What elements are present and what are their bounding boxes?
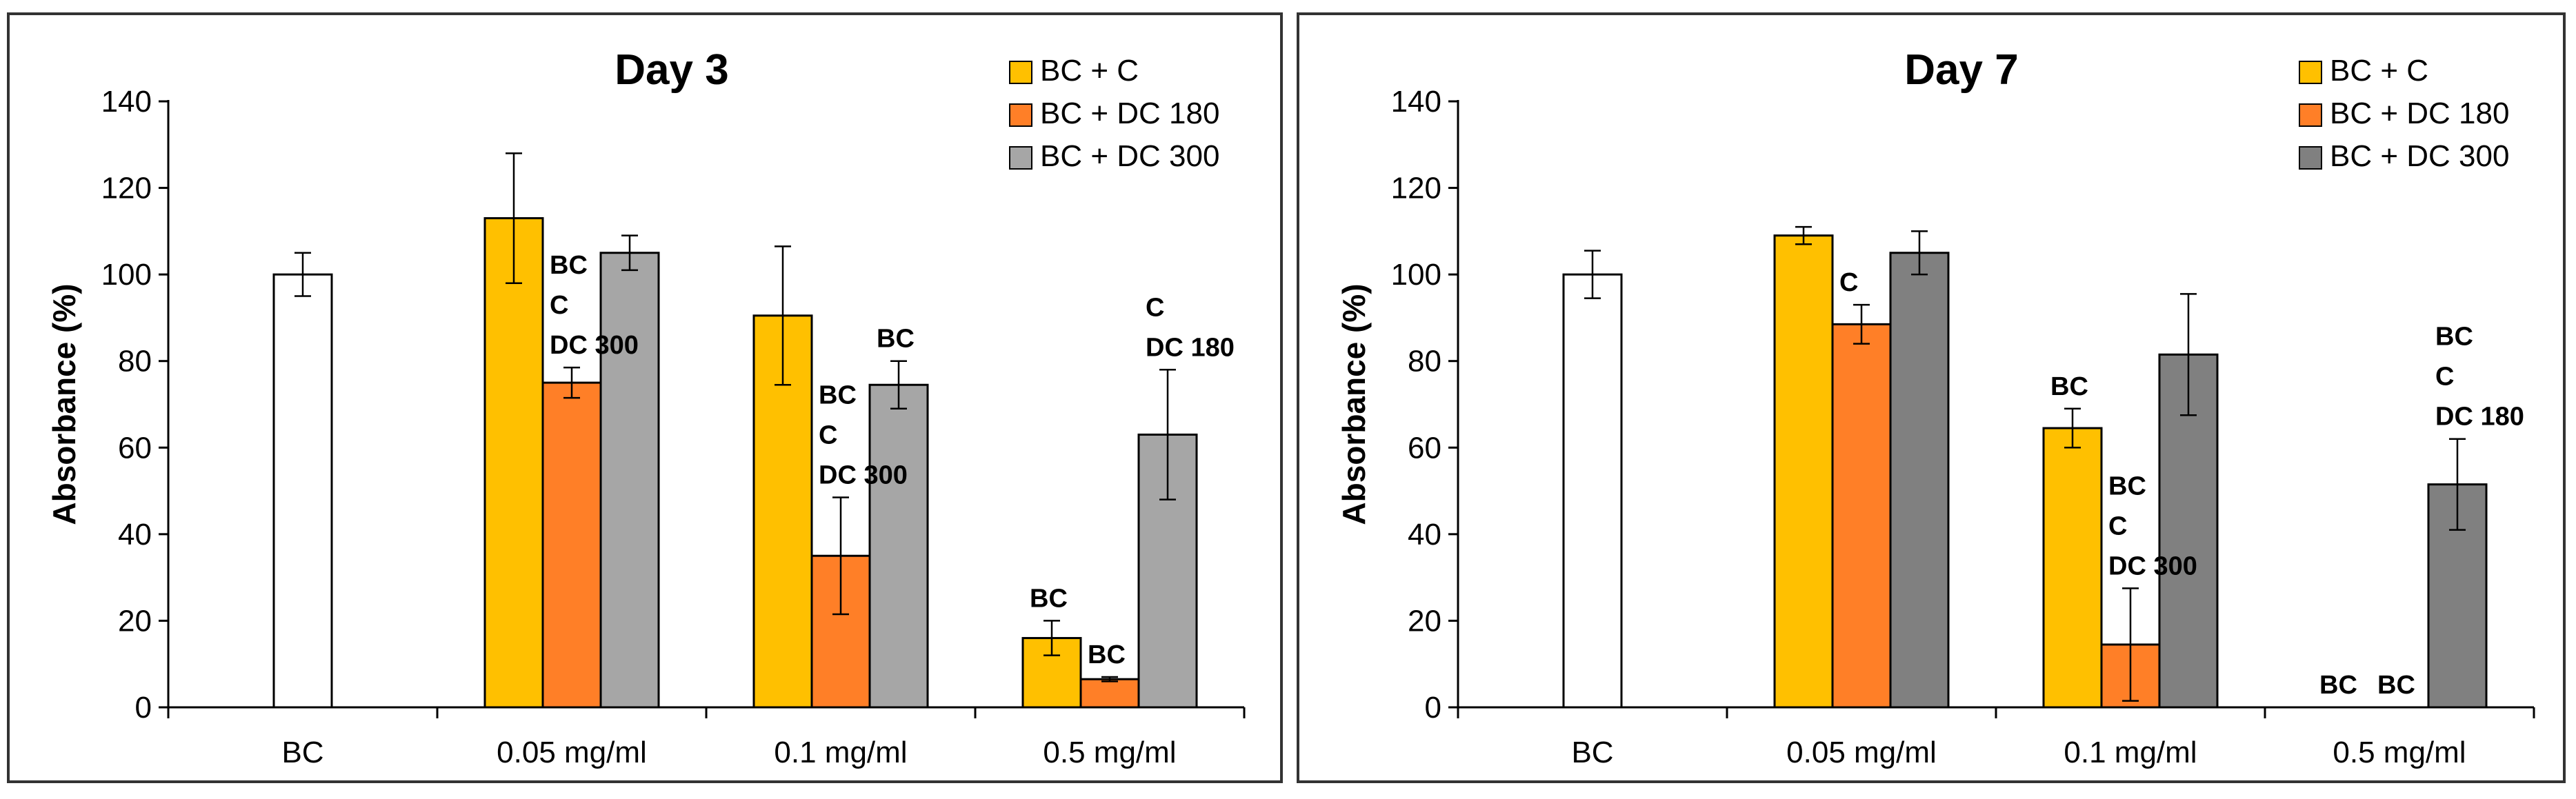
legend-label-0: BC + C (2330, 54, 2428, 88)
significance-label: BC (2108, 472, 2146, 500)
x-tick-label: 0.1 mg/ml (774, 736, 907, 769)
legend-label-1: BC + DC 180 (1040, 97, 1219, 130)
bar-series-2 (868, 383, 929, 709)
bar-control (272, 273, 333, 709)
significance-label: BC (2435, 323, 2473, 352)
chart-title: Day 3 (615, 46, 728, 94)
legend-label-2: BC + DC 300 (1040, 139, 1219, 173)
legend-label-0: BC + C (1040, 54, 1139, 88)
bar-series-1 (1831, 323, 1892, 709)
legend-swatch-1 (1009, 103, 1032, 127)
y-axis-label: Absorbance (%) (46, 283, 82, 525)
y-tick-label: 120 (1391, 172, 1441, 205)
legend-swatch-0 (2299, 61, 2322, 84)
y-tick-label: 100 (1391, 258, 1441, 292)
significance-label: C (1146, 293, 1164, 322)
y-tick-label: 40 (1408, 518, 1441, 552)
y-tick-label: 120 (101, 172, 152, 205)
legend-label-2: BC + DC 300 (2330, 139, 2509, 173)
legend-swatch-1 (2299, 103, 2322, 127)
significance-label: BC (550, 251, 588, 280)
bar-series-0 (483, 217, 544, 709)
y-tick-label: 0 (135, 691, 152, 725)
significance-label: C (2435, 363, 2454, 392)
significance-label: C (1839, 268, 1858, 297)
significance-label: BC (819, 381, 857, 409)
y-tick-label: 80 (1408, 345, 1441, 378)
y-tick-label: 40 (118, 518, 152, 552)
x-tick-label: 0.05 mg/ml (1786, 736, 1937, 769)
y-tick-label: 100 (101, 258, 152, 292)
significance-label: DC 300 (550, 331, 639, 360)
x-tick-label: 0.05 mg/ml (497, 736, 647, 769)
legend-swatch-0 (1009, 61, 1032, 84)
significance-label: BC (1030, 584, 1068, 613)
chart-panel-day-3: Day 3 Absorbance (%) 0 20 40 60 80 100 120 140 BC 0… (7, 12, 1283, 783)
chart-day-7: Day 7 Absorbance (%) 0 20 40 60 80 100 120 140 BC 0… (1336, 46, 2535, 769)
chart-title: Day 7 (1904, 46, 2018, 94)
x-tick-label: BC (281, 736, 323, 769)
bar-series-0 (1773, 234, 1834, 709)
significance-label: DC 300 (819, 461, 908, 489)
y-tick-label: 0 (1425, 691, 1441, 725)
significance-label: C (819, 421, 837, 449)
y-tick-label: 60 (118, 431, 152, 465)
legend-swatch-2 (1009, 146, 1032, 170)
x-tick-label: BC (1571, 736, 1613, 769)
significance-label: DC 180 (2435, 403, 2524, 432)
bar-series-1 (541, 381, 602, 709)
bar-series-1 (1079, 678, 1140, 709)
significance-label: BC (877, 325, 915, 354)
significance-label: C (550, 291, 568, 320)
y-tick-label: 20 (1408, 604, 1441, 638)
significance-label: BC (2050, 372, 2088, 401)
chart-day-3: Day 3 Absorbance (%) 0 20 40 60 80 100 120 140 BC 0… (46, 46, 1246, 769)
significance-label: BC (1088, 640, 1126, 669)
y-tick-label: 20 (118, 604, 152, 638)
significance-label: BC (2377, 671, 2415, 700)
significance-label: DC 180 (1146, 333, 1235, 362)
x-tick-label: 0.5 mg/ml (2333, 736, 2466, 769)
bar-series-2 (1889, 252, 1950, 709)
legend-label-1: BC + DC 180 (2330, 97, 2509, 130)
significance-label: C (2108, 512, 2127, 540)
y-tick-label: 80 (118, 345, 152, 378)
y-tick-label: 140 (101, 85, 152, 119)
y-tick-label: 140 (1391, 85, 1441, 119)
legend-swatch-2 (2299, 146, 2322, 170)
bar-series-2 (599, 252, 660, 709)
x-tick-label: 0.1 mg/ml (2064, 736, 2197, 769)
bar-series-0 (2042, 427, 2103, 709)
significance-label: DC 300 (2108, 552, 2197, 580)
chart-panel-day-7: Day 7 Absorbance (%) 0 20 40 60 80 100 120 140 BC 0… (1297, 12, 2566, 783)
bar-control (1562, 273, 1623, 709)
x-tick-label: 0.5 mg/ml (1043, 736, 1176, 769)
y-axis-label: Absorbance (%) (1336, 283, 1372, 525)
significance-label: BC (2319, 671, 2357, 700)
y-tick-label: 60 (1408, 431, 1441, 465)
